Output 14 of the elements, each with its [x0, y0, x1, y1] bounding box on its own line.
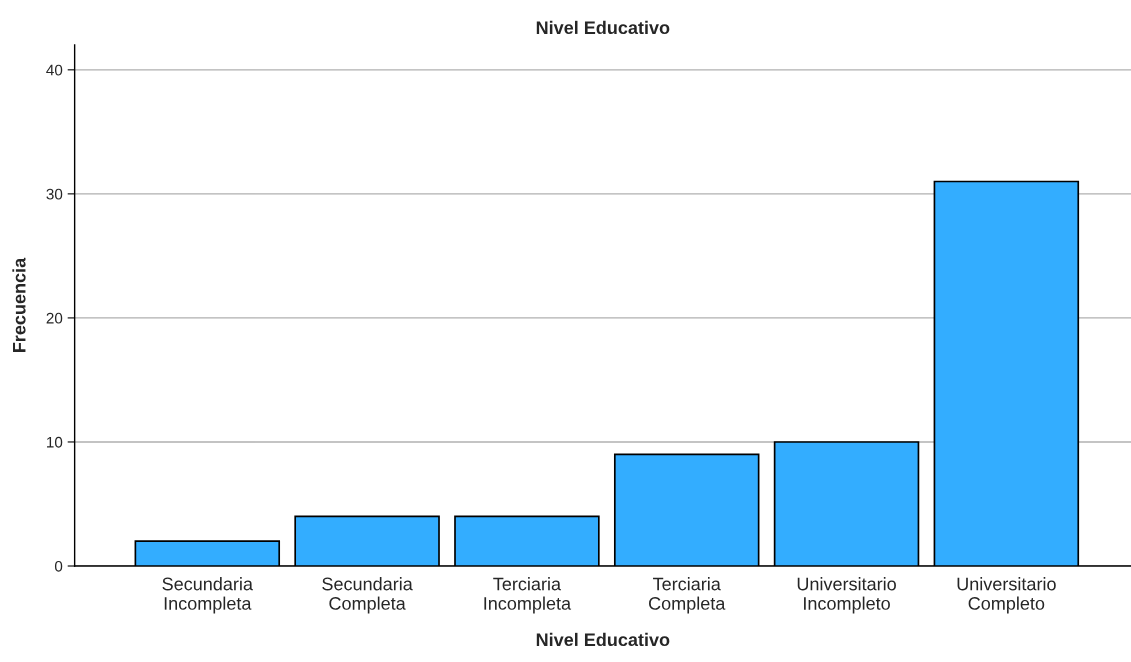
- x-tick-label: Universitario Incompleto: [797, 577, 896, 614]
- y-tick-label: 20: [46, 312, 63, 324]
- y-tick-label: 30: [46, 188, 63, 200]
- y-tick-label: 40: [46, 64, 63, 76]
- x-tick-label: Universitario Completo: [957, 577, 1056, 614]
- chart-title: Nivel Educativo: [536, 20, 670, 35]
- x-tick-label: Terciaria Completa: [649, 577, 726, 614]
- y-tick-label: 10: [47, 436, 63, 448]
- y-axis-title: Frecuencia: [12, 257, 26, 352]
- y-tick-label: 0: [54, 560, 63, 572]
- x-tick-label: Terciaria Incompleta: [484, 577, 572, 614]
- x-tick-label: Secundaria Incompleta: [162, 577, 253, 614]
- x-tick-label: Secundaria Completa: [322, 577, 413, 614]
- x-axis-title: Nivel Educativo: [536, 632, 670, 647]
